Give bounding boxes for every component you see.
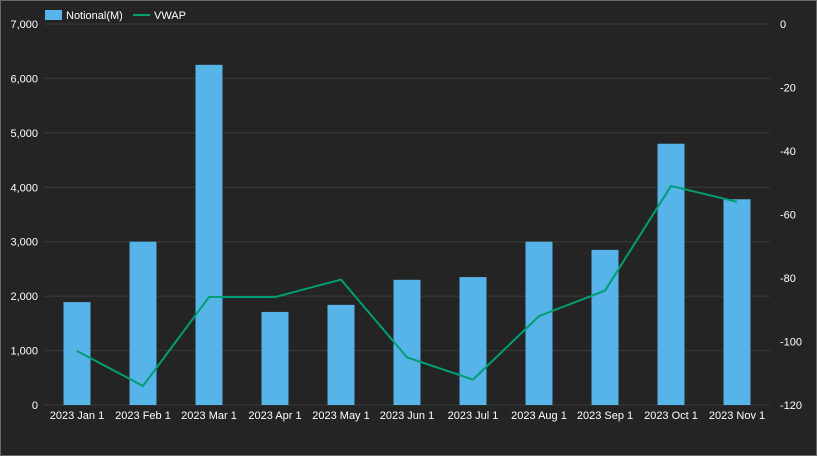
right-y-tick-label: -20 (780, 83, 796, 95)
vwap-line-group (76, 184, 738, 387)
left-y-tick-label: 0 (32, 400, 38, 412)
notional-bar (129, 241, 157, 405)
x-tick-label: 2023 Jul 1 (448, 410, 499, 422)
x-tick-label: 2023 May 1 (312, 410, 369, 422)
right-y-axis: 0 -20 -40 -60 -80 -100 -120 (780, 19, 802, 412)
x-tick-label: 2023 Jun 1 (380, 410, 434, 422)
x-tick-label: 2023 Jan 1 (50, 410, 104, 422)
left-y-tick-label: 3,000 (10, 237, 38, 249)
left-y-tick-label: 5,000 (10, 128, 38, 140)
notional-bar (657, 143, 685, 405)
x-tick-label: 2023 Mar 1 (181, 410, 237, 422)
right-y-tick-label: -60 (780, 210, 796, 222)
notional-bar (723, 199, 751, 405)
left-y-tick-label: 2,000 (10, 291, 38, 303)
left-y-tick-label: 1,000 (10, 346, 38, 358)
x-tick-label: 2023 Nov 1 (709, 410, 765, 422)
left-y-tick-label: 6,000 (10, 73, 38, 85)
left-y-axis: 0 1,000 2,000 3,000 4,000 5,000 6,000 7,000 (10, 19, 38, 412)
notional-bars (63, 64, 751, 406)
notional-bar (459, 277, 487, 405)
x-axis: 2023 Jan 1 2023 Feb 1 2023 Mar 1 2023 Apr 1… (50, 410, 765, 422)
notional-bar (63, 302, 91, 405)
legend-swatch-notional (45, 10, 62, 20)
legend-label-notional: Notional(M) (66, 10, 123, 22)
legend-label-vwap: VWAP (154, 10, 186, 22)
x-tick-label: 2023 Sep 1 (577, 410, 633, 422)
notional-bar (525, 241, 553, 405)
notional-bar (327, 304, 355, 405)
right-y-tick-label: -120 (780, 400, 802, 412)
x-tick-label: 2023 Oct 1 (644, 410, 698, 422)
notional-bar (393, 279, 421, 405)
right-y-tick-label: -100 (780, 337, 802, 349)
right-y-tick-label: -80 (780, 273, 796, 285)
x-tick-label: 2023 Apr 1 (248, 410, 301, 422)
left-y-tick-label: 7,000 (10, 19, 38, 31)
notional-bar (261, 311, 289, 405)
notional-bar (195, 64, 223, 406)
notional-bar (591, 249, 619, 405)
right-y-tick-label: 0 (780, 19, 786, 31)
right-y-tick-label: -40 (780, 146, 796, 158)
grid-lines (44, 23, 770, 406)
x-tick-label: 2023 Feb 1 (115, 410, 171, 422)
left-y-tick-label: 4,000 (10, 182, 38, 194)
x-tick-label: 2023 Aug 1 (511, 410, 567, 422)
legend: Notional(M) VWAP (45, 10, 186, 22)
